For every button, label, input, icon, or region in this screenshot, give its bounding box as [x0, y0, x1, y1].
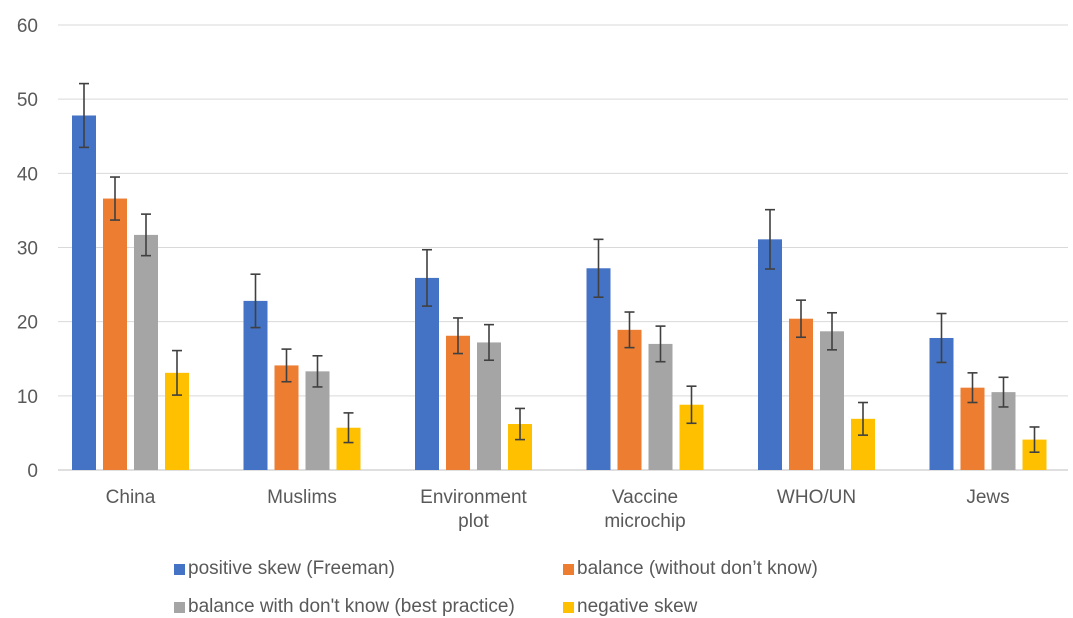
- error-bar: [110, 176, 120, 221]
- x-tick-label: Jews: [966, 487, 1009, 508]
- error-bar: [281, 348, 292, 383]
- bar: [415, 277, 439, 470]
- y-tick-label: 40: [17, 164, 38, 185]
- error-bar: [250, 273, 261, 329]
- bar: [134, 234, 158, 470]
- error-bar: [453, 317, 463, 355]
- error-bar: [796, 299, 806, 339]
- error-bar: [172, 349, 182, 396]
- error-bar: [624, 311, 635, 349]
- y-tick-label: 20: [17, 313, 38, 334]
- bar: [820, 331, 844, 470]
- x-tick-label: China: [106, 487, 156, 508]
- error-bar: [312, 354, 323, 388]
- error-bar: [141, 213, 151, 257]
- bar: [72, 115, 96, 470]
- error-bar: [593, 238, 604, 298]
- y-axis: 0 10 20 30 40 50 60: [17, 16, 38, 482]
- y-tick-label: 50: [17, 90, 38, 111]
- error-bar: [343, 412, 354, 444]
- error-bar: [422, 248, 432, 307]
- bar: [274, 365, 299, 470]
- error-bars: [79, 82, 1040, 454]
- error-bar: [858, 401, 868, 436]
- error-bar: [765, 208, 775, 270]
- y-tick-label: 30: [17, 239, 38, 260]
- bar: [758, 239, 782, 470]
- bar: [617, 329, 642, 470]
- error-bar: [655, 325, 666, 363]
- bars: [72, 115, 1047, 471]
- error-bar: [484, 323, 494, 362]
- bar: [648, 343, 673, 470]
- gridlines: [58, 24, 1068, 471]
- error-bar: [1029, 426, 1040, 454]
- error-bar: [515, 407, 525, 441]
- error-bar: [79, 82, 89, 149]
- y-tick-label: 0: [27, 461, 38, 482]
- error-bar: [967, 372, 978, 404]
- error-bar: [998, 376, 1009, 408]
- bar: [305, 371, 330, 470]
- bar: [586, 268, 611, 470]
- error-bar: [827, 311, 837, 351]
- x-tick-label: WHO/UN: [777, 487, 856, 508]
- x-tick-label: Environment plot: [420, 487, 527, 532]
- y-tick-label: 60: [17, 16, 38, 37]
- x-axis: China Muslims Environment plot Vaccine microc…: [106, 487, 1010, 532]
- y-tick-label: 10: [17, 387, 38, 408]
- error-bar: [936, 312, 947, 364]
- bar: [243, 300, 268, 470]
- error-bar: [686, 385, 697, 425]
- x-tick-label: Muslims: [267, 487, 337, 508]
- x-tick-label: Vaccine microchip: [604, 487, 685, 532]
- bar: [446, 335, 470, 470]
- bar: [477, 342, 501, 470]
- bar: [789, 318, 813, 470]
- bar: [103, 198, 127, 471]
